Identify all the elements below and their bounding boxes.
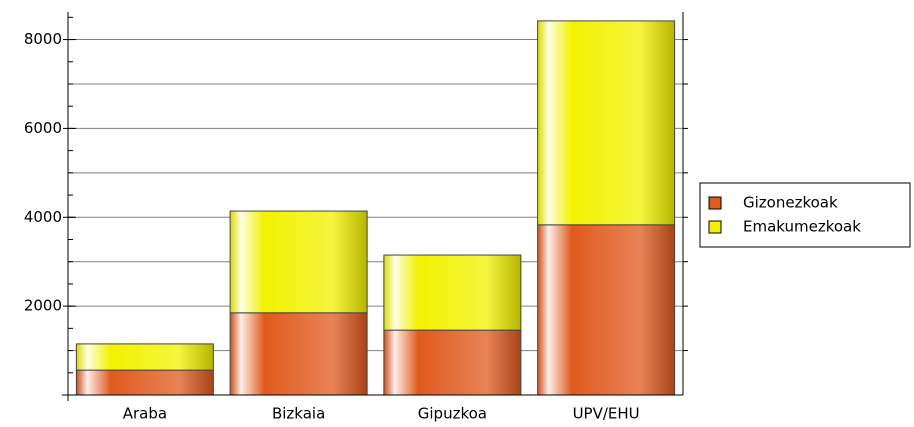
y-tick-label: 4000 (24, 208, 62, 226)
legend-swatch (708, 220, 722, 234)
y-tick-label: 6000 (24, 119, 62, 137)
legend-box (699, 182, 911, 248)
bar-segment (229, 312, 368, 396)
y-tick-label: 8000 (24, 30, 62, 48)
x-tick-label: Gipuzkoa (418, 405, 487, 423)
x-tick-label: UPV/EHU (573, 405, 640, 423)
bar-segment (537, 20, 676, 226)
bar-segment (229, 210, 368, 314)
x-tick-label: Bizkaia (272, 405, 325, 423)
legend-swatch (708, 196, 722, 210)
bar-segment (537, 224, 676, 396)
bar-segment (75, 369, 214, 396)
legend-label: Emakumezkoak (743, 218, 861, 236)
bar-segment (75, 343, 214, 371)
y-tick-label: 2000 (24, 297, 62, 315)
bar-segment (383, 329, 522, 396)
legend-label: Gizonezkoak (743, 194, 838, 212)
bar-segment (383, 254, 522, 331)
x-tick-label: Araba (123, 405, 167, 423)
